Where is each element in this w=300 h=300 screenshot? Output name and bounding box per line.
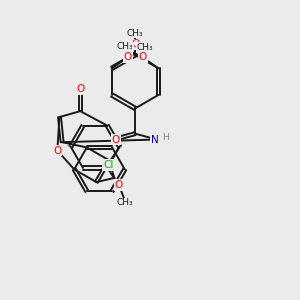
Text: N: N — [151, 135, 158, 145]
Text: CH₃: CH₃ — [136, 43, 153, 52]
Text: Cl: Cl — [103, 160, 113, 170]
Text: CH₃: CH₃ — [117, 42, 133, 51]
Text: O: O — [138, 52, 147, 62]
Text: O: O — [124, 52, 132, 62]
Text: CH₃: CH₃ — [127, 28, 143, 38]
Text: O: O — [76, 84, 84, 94]
Text: O: O — [131, 40, 139, 50]
Text: H: H — [162, 133, 169, 142]
Text: O: O — [115, 180, 123, 190]
Text: O: O — [112, 135, 120, 145]
Text: CH₃: CH₃ — [117, 199, 134, 208]
Text: O: O — [53, 146, 61, 155]
